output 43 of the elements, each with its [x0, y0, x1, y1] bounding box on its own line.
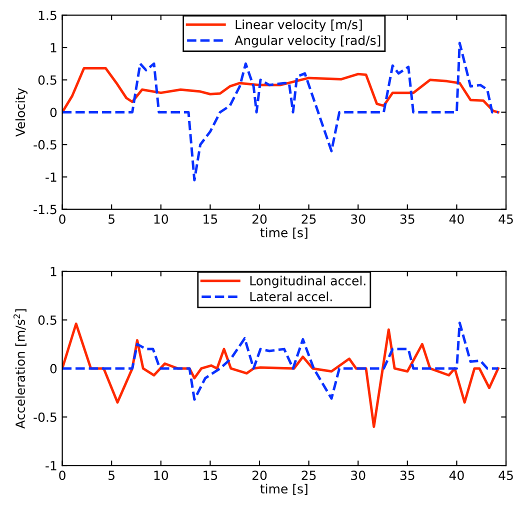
- line-series: [62, 66, 500, 114]
- x-tick-label: 0: [59, 214, 66, 224]
- x-tick-label: 20: [252, 214, 267, 224]
- x-tick-label: 0: [59, 470, 66, 480]
- x-tick-label: 45: [498, 470, 513, 480]
- y-tick-label: 0.5: [38, 315, 56, 325]
- y-tick-label: 1.5: [38, 10, 56, 20]
- x-tick-label: 20: [252, 470, 267, 480]
- y-tick-label: -1.5: [34, 204, 56, 214]
- y-tick-label: 0.5: [38, 75, 56, 85]
- x-tick-label: 5: [108, 470, 114, 480]
- x-tick-label: 25: [302, 470, 316, 480]
- line-series: [62, 322, 500, 401]
- y-axis-title: Acceleration [m/s$^{2}$]: [14, 309, 26, 429]
- y-tick-label: -1: [46, 172, 56, 182]
- x-tick-label: 40: [449, 214, 464, 224]
- x-axis-title: time [s]: [260, 484, 308, 496]
- x-tick-label: 5: [108, 214, 114, 224]
- x-tick-label: 35: [400, 470, 414, 480]
- legend-label: Linear velocity [m/s]: [236, 20, 362, 32]
- legend-label: Angular velocity [rad/s]: [234, 35, 380, 48]
- x-tick-label: 35: [400, 214, 414, 224]
- y-tick-label: -0.5: [34, 140, 56, 150]
- x-tick-label: 15: [204, 214, 218, 224]
- legend-label: Lateral accel.: [250, 292, 332, 302]
- x-tick-label: 10: [154, 214, 168, 224]
- y-tick-label: -0.5: [34, 412, 56, 422]
- x-tick-label: 30: [351, 214, 366, 224]
- y-tick-label: 1: [50, 43, 56, 52]
- legend-label: Longitudinal accel.: [250, 276, 366, 288]
- y-tick-label: -1: [46, 461, 56, 470]
- y-tick-label: 1: [50, 267, 56, 276]
- x-tick-label: 25: [302, 214, 316, 224]
- x-tick-label: 45: [498, 214, 513, 224]
- y-axis-title: Velocity: [15, 88, 28, 137]
- x-tick-label: 30: [351, 470, 366, 480]
- x-tick-label: 15: [204, 470, 218, 480]
- y-tick-label: 0: [50, 364, 57, 374]
- x-tick-label: 10: [154, 470, 168, 480]
- x-axis-title: time [s]: [260, 228, 308, 239]
- x-tick-label: 40: [449, 470, 464, 480]
- y-tick-label: 0: [50, 108, 57, 118]
- line-series: [62, 322, 500, 428]
